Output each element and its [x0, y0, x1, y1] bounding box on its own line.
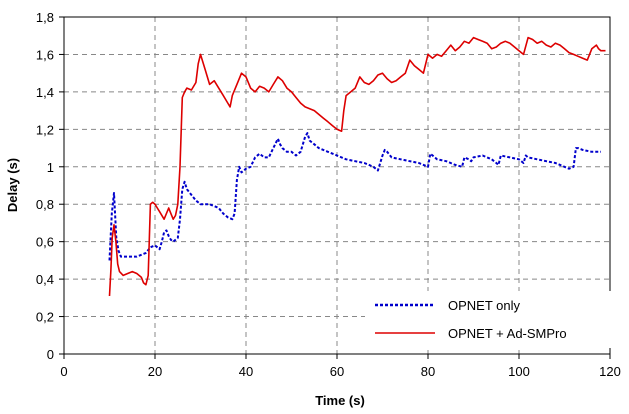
y-tick-label: 0	[47, 347, 54, 362]
x-tick-label: 120	[599, 364, 621, 379]
y-tick-label: 0,6	[36, 235, 54, 250]
legend-label-opnet-adsmpro: OPNET + Ad-SMPro	[448, 326, 567, 341]
legend: OPNET only OPNET + Ad-SMPro	[365, 291, 620, 348]
y-tick-label: 1,4	[36, 85, 54, 100]
legend-label-opnet-only: OPNET only	[448, 298, 521, 313]
series-lines	[108, 36, 606, 297]
x-tick-label: 80	[421, 364, 435, 379]
series-line-opnet-adsmpro	[108, 36, 606, 297]
axes	[59, 16, 611, 359]
y-tick-label: 1,2	[36, 122, 54, 137]
y-tick-label: 0,2	[36, 310, 54, 325]
grid-lines	[64, 17, 610, 354]
x-axis-title: Time (s)	[315, 393, 365, 408]
y-tick-label: 0,4	[36, 272, 54, 287]
series-line-opnet-only	[108, 132, 601, 261]
x-tick-label: 100	[508, 364, 530, 379]
x-tick-label: 0	[60, 364, 67, 379]
y-tick-labels: 0 0,2 0,4 0,6 0,8 1 1,2 1,4 1,6 1,8	[36, 10, 54, 362]
y-tick-label: 1,6	[36, 47, 54, 62]
plot-frame	[63, 16, 611, 355]
x-tick-label: 60	[330, 364, 344, 379]
x-tick-label: 20	[148, 364, 162, 379]
x-tick-labels: 0 20 40 60 80 100 120	[60, 364, 620, 379]
y-tick-label: 0,8	[36, 197, 54, 212]
y-axis-title: Delay (s)	[5, 158, 20, 212]
y-tick-label: 1	[47, 160, 54, 175]
y-tick-label: 1,8	[36, 10, 54, 25]
x-tick-label: 40	[239, 364, 253, 379]
legend-box	[365, 291, 620, 348]
